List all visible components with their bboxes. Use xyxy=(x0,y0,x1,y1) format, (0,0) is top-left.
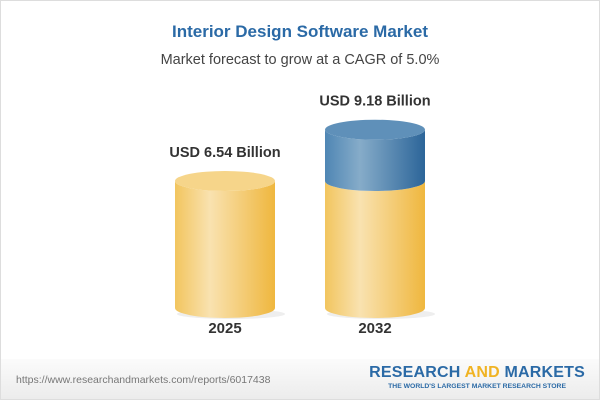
data-label: USD 6.54 Billion xyxy=(169,145,280,161)
source-url[interactable]: https://www.researchandmarkets.com/repor… xyxy=(16,374,271,386)
data-label: USD 9.18 Billion xyxy=(319,94,430,110)
chart-area: USD 6.54 Billion 2025 USD 9.18 Billion 2032 xyxy=(169,94,435,337)
category-label: 2032 xyxy=(358,320,391,337)
chart-subtitle: Market forecast to grow at a CAGR of 5.0… xyxy=(160,52,440,68)
chart-title: Interior Design Software Market xyxy=(171,22,428,41)
bar-growth-2032 xyxy=(325,129,425,191)
bar-base-2025 xyxy=(175,181,275,318)
footer: https://www.researchandmarkets.com/repor… xyxy=(1,359,599,399)
logo: RESEARCH AND MARKETS THE WORLD'S LARGEST… xyxy=(369,364,585,390)
category-label: 2025 xyxy=(208,320,241,337)
bar-base-2032 xyxy=(325,181,425,318)
bar-base-2025-top xyxy=(175,171,275,191)
bar-growth-2032-top xyxy=(325,119,425,140)
